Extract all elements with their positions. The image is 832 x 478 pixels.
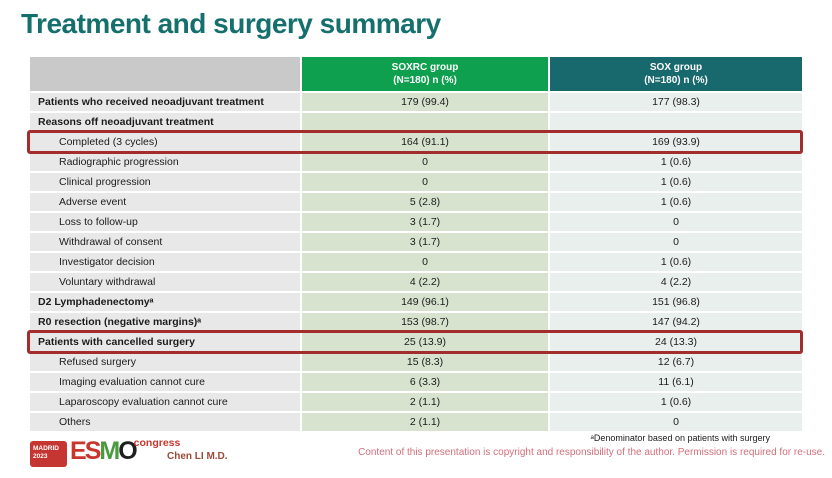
esmo-letter-s: S xyxy=(84,437,102,465)
row-label: Investigator decision xyxy=(30,253,300,271)
sox-value: 4 (2.2) xyxy=(550,273,802,291)
header-sox-line1: SOX group xyxy=(649,62,703,73)
table-row: Investigator decision 0 1 (0.6) xyxy=(30,253,802,271)
header-soxrc-line2: (N=180) n (%) xyxy=(393,75,457,86)
sox-value: 1 (0.6) xyxy=(550,173,802,191)
row-label: Completed (3 cycles) xyxy=(30,133,300,151)
row-label: Reasons off neoadjuvant treatment xyxy=(30,113,300,131)
copyright-notice: Content of this presentation is copyrigh… xyxy=(358,447,825,458)
table-row-highlighted: Completed (3 cycles) 164 (91.1) 169 (93.… xyxy=(27,130,803,154)
table-row: Clinical progression 0 1 (0.6) xyxy=(30,173,802,191)
esmo-letter-e: E xyxy=(70,437,87,465)
sox-value: 1 (0.6) xyxy=(550,153,802,171)
soxrc-value: 5 (2.8) xyxy=(302,193,548,211)
soxrc-value: 0 xyxy=(302,153,548,171)
esmo-letter-m: M xyxy=(99,437,120,465)
table-row: Reasons off neoadjuvant treatment xyxy=(30,113,802,131)
sox-value: 177 (98.3) xyxy=(550,93,802,111)
table-row: Laparoscopy evaluation cannot cure 2 (1.… xyxy=(30,393,802,411)
table-row: Radiographic progression 0 1 (0.6) xyxy=(30,153,802,171)
soxrc-value: 3 (1.7) xyxy=(302,233,548,251)
table-header-row: SOXRC group (N=180) n (%) SOX group (N=1… xyxy=(30,57,802,91)
sox-value: 0 xyxy=(550,233,802,251)
soxrc-value: 149 (96.1) xyxy=(302,293,548,311)
soxrc-value: 153 (98.7) xyxy=(302,313,548,331)
esmo-wordmark: ESMO xyxy=(70,437,138,465)
table-row: Adverse event 5 (2.8) 1 (0.6) xyxy=(30,193,802,211)
author-name: Chen LI M.D. xyxy=(167,451,228,462)
sox-value: 1 (0.6) xyxy=(550,193,802,211)
esmo-congress-logo: MADRID 2023 ESMO congress xyxy=(30,437,181,467)
row-label: Loss to follow-up xyxy=(30,213,300,231)
table-row: Imaging evaluation cannot cure 6 (3.3) 1… xyxy=(30,373,802,391)
table-row: Loss to follow-up 3 (1.7) 0 xyxy=(30,213,802,231)
sox-value: 151 (96.8) xyxy=(550,293,802,311)
row-label: Others xyxy=(30,413,300,431)
header-sox-group: SOX group (N=180) n (%) xyxy=(550,57,802,91)
sox-value: 1 (0.6) xyxy=(550,393,802,411)
row-label: Adverse event xyxy=(30,193,300,211)
row-label: Refused surgery xyxy=(30,353,300,371)
sox-value: 24 (13.3) xyxy=(550,333,802,351)
soxrc-value: 3 (1.7) xyxy=(302,213,548,231)
soxrc-value: 2 (1.1) xyxy=(302,393,548,411)
soxrc-value: 2 (1.1) xyxy=(302,413,548,431)
soxrc-value: 0 xyxy=(302,253,548,271)
table-row-highlighted: Patients with cancelled surgery 25 (13.9… xyxy=(27,330,803,354)
soxrc-value: 164 (91.1) xyxy=(302,133,548,151)
header-soxrc-group: SOXRC group (N=180) n (%) xyxy=(302,57,548,91)
soxrc-value: 0 xyxy=(302,173,548,191)
sox-value: 1 (0.6) xyxy=(550,253,802,271)
badge-city: MADRID xyxy=(33,445,59,452)
row-label: Patients who received neoadjuvant treatm… xyxy=(30,93,300,111)
sox-value xyxy=(550,113,802,131)
row-label: Voluntary withdrawal xyxy=(30,273,300,291)
sox-value: 0 xyxy=(550,213,802,231)
row-label: Patients with cancelled surgery xyxy=(30,333,300,351)
header-blank-cell xyxy=(30,57,300,91)
row-label: Clinical progression xyxy=(30,173,300,191)
sox-value: 11 (6.1) xyxy=(550,373,802,391)
row-label: D2 Lymphadenectomyᵃ xyxy=(30,293,300,311)
row-label: R0 resection (negative margins)ᵃ xyxy=(30,313,300,331)
table-footnote: ᵃDenominator based on patients with surg… xyxy=(590,433,770,443)
table-row: Voluntary withdrawal 4 (2.2) 4 (2.2) xyxy=(30,273,802,291)
page-title: Treatment and surgery summary xyxy=(21,8,441,39)
soxrc-value: 15 (8.3) xyxy=(302,353,548,371)
madrid-2023-badge: MADRID 2023 xyxy=(30,441,67,467)
sox-value: 147 (94.2) xyxy=(550,313,802,331)
table-row: Others 2 (1.1) 0 xyxy=(30,413,802,431)
soxrc-value: 25 (13.9) xyxy=(302,333,548,351)
table-row: R0 resection (negative margins)ᵃ 153 (98… xyxy=(30,313,802,331)
header-sox-line2: (N=180) n (%) xyxy=(644,75,708,86)
row-label: Withdrawal of consent xyxy=(30,233,300,251)
summary-table: SOXRC group (N=180) n (%) SOX group (N=1… xyxy=(27,57,803,433)
table-row: D2 Lymphadenectomyᵃ 149 (96.1) 151 (96.8… xyxy=(30,293,802,311)
badge-year: 2023 xyxy=(33,453,48,460)
sox-value: 0 xyxy=(550,413,802,431)
esmo-letter-o: O xyxy=(118,437,138,465)
row-label: Imaging evaluation cannot cure xyxy=(30,373,300,391)
row-label: Radiographic progression xyxy=(30,153,300,171)
table-row: Withdrawal of consent 3 (1.7) 0 xyxy=(30,233,802,251)
congress-label: congress xyxy=(133,437,181,449)
table-row: Refused surgery 15 (8.3) 12 (6.7) xyxy=(30,353,802,371)
soxrc-value: 6 (3.3) xyxy=(302,373,548,391)
sox-value: 12 (6.7) xyxy=(550,353,802,371)
soxrc-value xyxy=(302,113,548,131)
header-soxrc-line1: SOXRC group xyxy=(391,62,459,73)
row-label: Laparoscopy evaluation cannot cure xyxy=(30,393,300,411)
table-row: Patients who received neoadjuvant treatm… xyxy=(30,93,802,111)
soxrc-value: 4 (2.2) xyxy=(302,273,548,291)
sox-value: 169 (93.9) xyxy=(550,133,802,151)
soxrc-value: 179 (99.4) xyxy=(302,93,548,111)
